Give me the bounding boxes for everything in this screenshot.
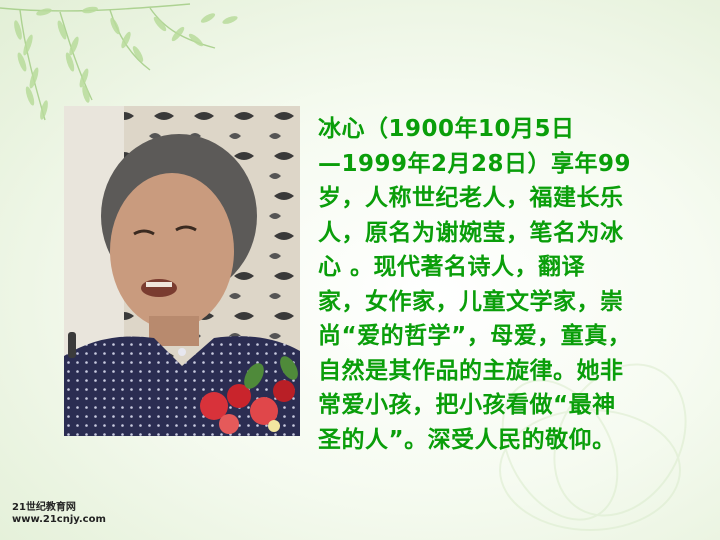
bio-line: 常爱小孩，把小孩看做“最神 [318, 392, 616, 418]
bio-line: 圣的人”。深受人民的敬仰。 [318, 426, 616, 453]
bio-line: 自然是其作品的主旋律。她非 [318, 357, 624, 384]
site-logo-url: www.21cnjy.com [12, 514, 106, 525]
bio-line: 家，女作家，儿童文学家，崇 [318, 288, 624, 315]
site-logo-name: 21世纪教育网 [12, 502, 76, 513]
willow-branches-decoration [0, 3, 238, 121]
bio-line: 人，原名为谢婉莹，笔名为冰 [318, 219, 624, 246]
bio-line: 尚“爱的哲学”，母爱，童真， [318, 323, 632, 349]
site-logo: 21世纪教育网 www.21cnjy.com [12, 502, 106, 526]
bio-line: —1999年2月28日）享年99 [318, 150, 632, 177]
flower-watermark-decoration [499, 363, 687, 531]
portrait-photo [64, 106, 300, 436]
bio-line: 冰心（1900年10月5日 [318, 116, 575, 142]
bio-line: 心 。现代著名诗人，翻译 [318, 254, 586, 280]
biography-text: 冰心（1900年10月5日 —1999年2月28日）享年99 岁，人称世纪老人，… [318, 112, 698, 457]
bio-line: 岁，人称世纪老人，福建长乐 [318, 185, 624, 211]
